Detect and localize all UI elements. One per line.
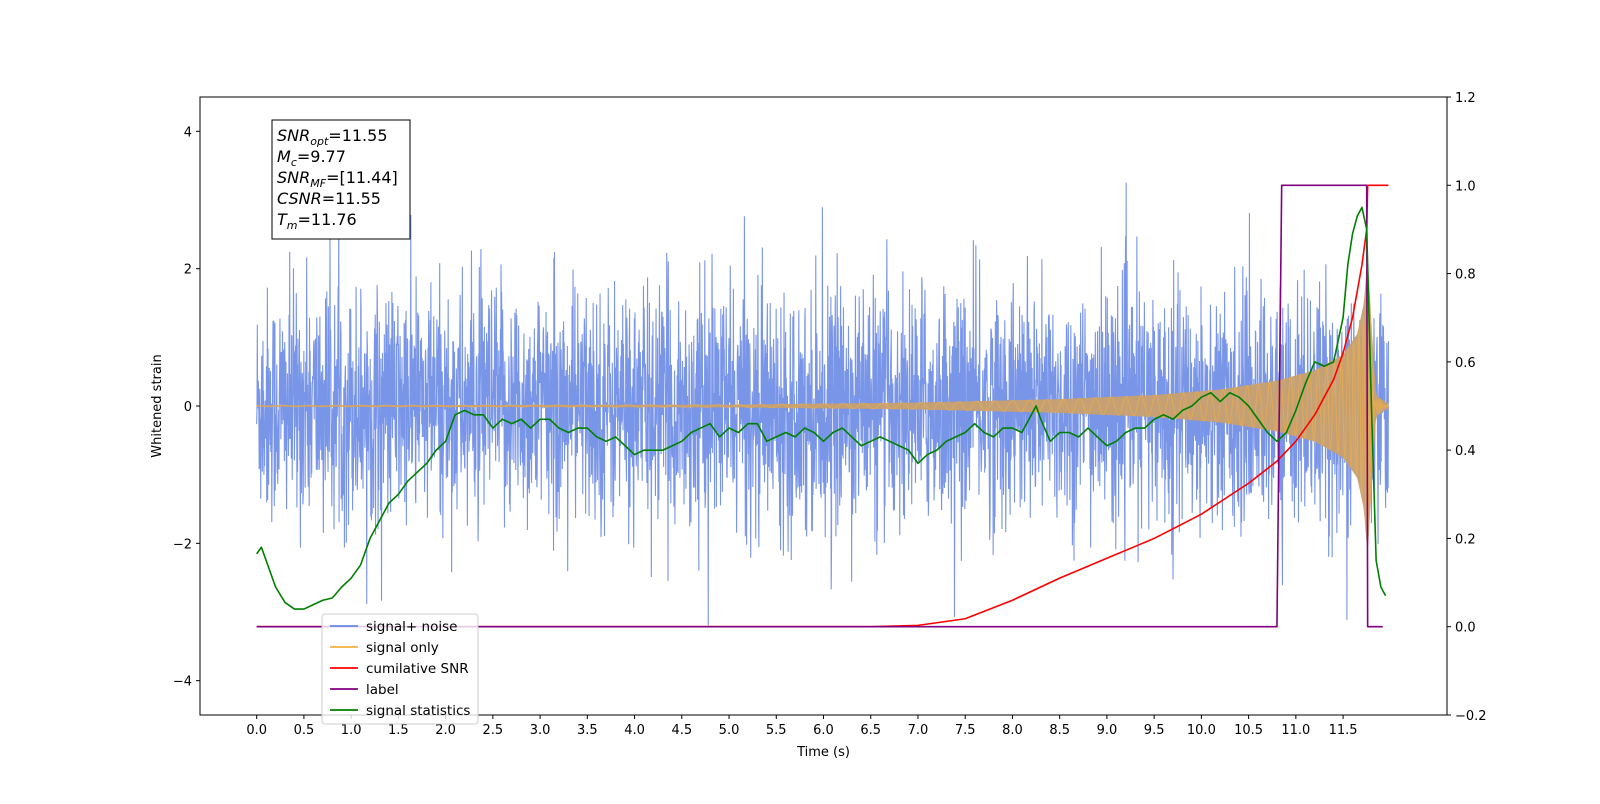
annotation-box: SNRopt=11.55Mc=9.77SNRMF=[11.44]CSNR=11.…	[271, 119, 411, 240]
signal-only-line	[256, 258, 1389, 530]
y-left-tick-label: −4	[173, 675, 192, 690]
x-tick-label: 4.0	[624, 723, 645, 738]
x-tick-label: 7.5	[955, 723, 976, 738]
annotation-line: SNRMF=[11.44]	[277, 168, 398, 190]
x-tick-label: 8.0	[1002, 723, 1023, 738]
signal-statistics-line	[256, 206, 1387, 610]
y-axis-label-left: Whitened strain	[150, 354, 165, 457]
x-axis-label: Time (s)	[796, 745, 850, 760]
x-tick-label: 11.0	[1281, 723, 1310, 738]
y-right-tick-label: −0.2	[1455, 709, 1487, 724]
annotation-line: Tm=11.76	[277, 210, 357, 232]
x-tick-label: 0.0	[246, 723, 267, 738]
legend-item-label: signal+ noise	[366, 619, 457, 635]
y-right-tick-label: 0.8	[1455, 268, 1476, 283]
legend-item-label: cumilative SNR	[366, 661, 469, 677]
annotation-line: Mc=9.77	[277, 147, 346, 169]
x-tick-label: 3.0	[530, 723, 551, 738]
x-tick-label: 6.5	[860, 723, 881, 738]
annotation-line: SNRopt=11.55	[277, 126, 388, 148]
y-left-tick-label: 0	[184, 400, 192, 415]
x-tick-label: 7.0	[908, 723, 929, 738]
x-tick-label: 10.5	[1234, 723, 1263, 738]
plot-area	[256, 182, 1389, 628]
legend-item-label: signal statistics	[366, 703, 470, 719]
x-tick-label: 2.0	[435, 723, 456, 738]
x-tick-label: 9.5	[1144, 723, 1165, 738]
x-tick-label: 10.0	[1187, 723, 1216, 738]
x-tick-label: 3.5	[577, 723, 598, 738]
axes: 0.0 0.5 1.0 1.5 2.0 2.5 3.0 3.5 4.0 4.5 5.0 5.5 6.0 6…	[173, 91, 1487, 738]
annotation-line: CSNR=11.55	[277, 189, 381, 208]
y-right-tick-label: 0.0	[1455, 621, 1476, 636]
x-tick-label: 1.0	[341, 723, 362, 738]
signal-only-envelope	[256, 262, 1389, 550]
legend: signal+ noise signal only cumilative SNR la…	[321, 613, 479, 725]
label-line	[256, 184, 1383, 628]
x-tick-label: 1.5	[388, 723, 409, 738]
x-tick-label: 6.0	[813, 723, 834, 738]
y-left-tick-label: 4	[184, 125, 192, 140]
y-right-tick-label: 0.2	[1455, 532, 1476, 547]
x-tick-label: 2.5	[483, 723, 504, 738]
legend-item-label: label	[366, 682, 399, 698]
legend-frame	[321, 613, 479, 725]
y-right-tick-label: 1.0	[1455, 179, 1476, 194]
x-tick-label: 8.5	[1049, 723, 1070, 738]
annotation-frame	[271, 119, 411, 240]
x-tick-label: 5.0	[719, 723, 740, 738]
x-tick-label: 9.0	[1097, 723, 1118, 738]
cumulative-snr-line	[256, 184, 1389, 628]
y-left-tick-label: −2	[173, 537, 192, 552]
x-tick-label: 0.5	[294, 723, 315, 738]
x-tick-label: 4.5	[671, 723, 692, 738]
y-left-tick-label: 2	[184, 263, 192, 278]
legend-item-label: signal only	[366, 640, 439, 656]
signal-noise-line	[256, 182, 1389, 626]
y-right-tick-label: 0.4	[1455, 444, 1476, 459]
y-right-tick-label: 1.2	[1455, 91, 1476, 106]
x-tick-label: 11.5	[1329, 723, 1358, 738]
x-tick-label: 5.5	[766, 723, 787, 738]
y-right-tick-label: 0.6	[1455, 356, 1476, 371]
